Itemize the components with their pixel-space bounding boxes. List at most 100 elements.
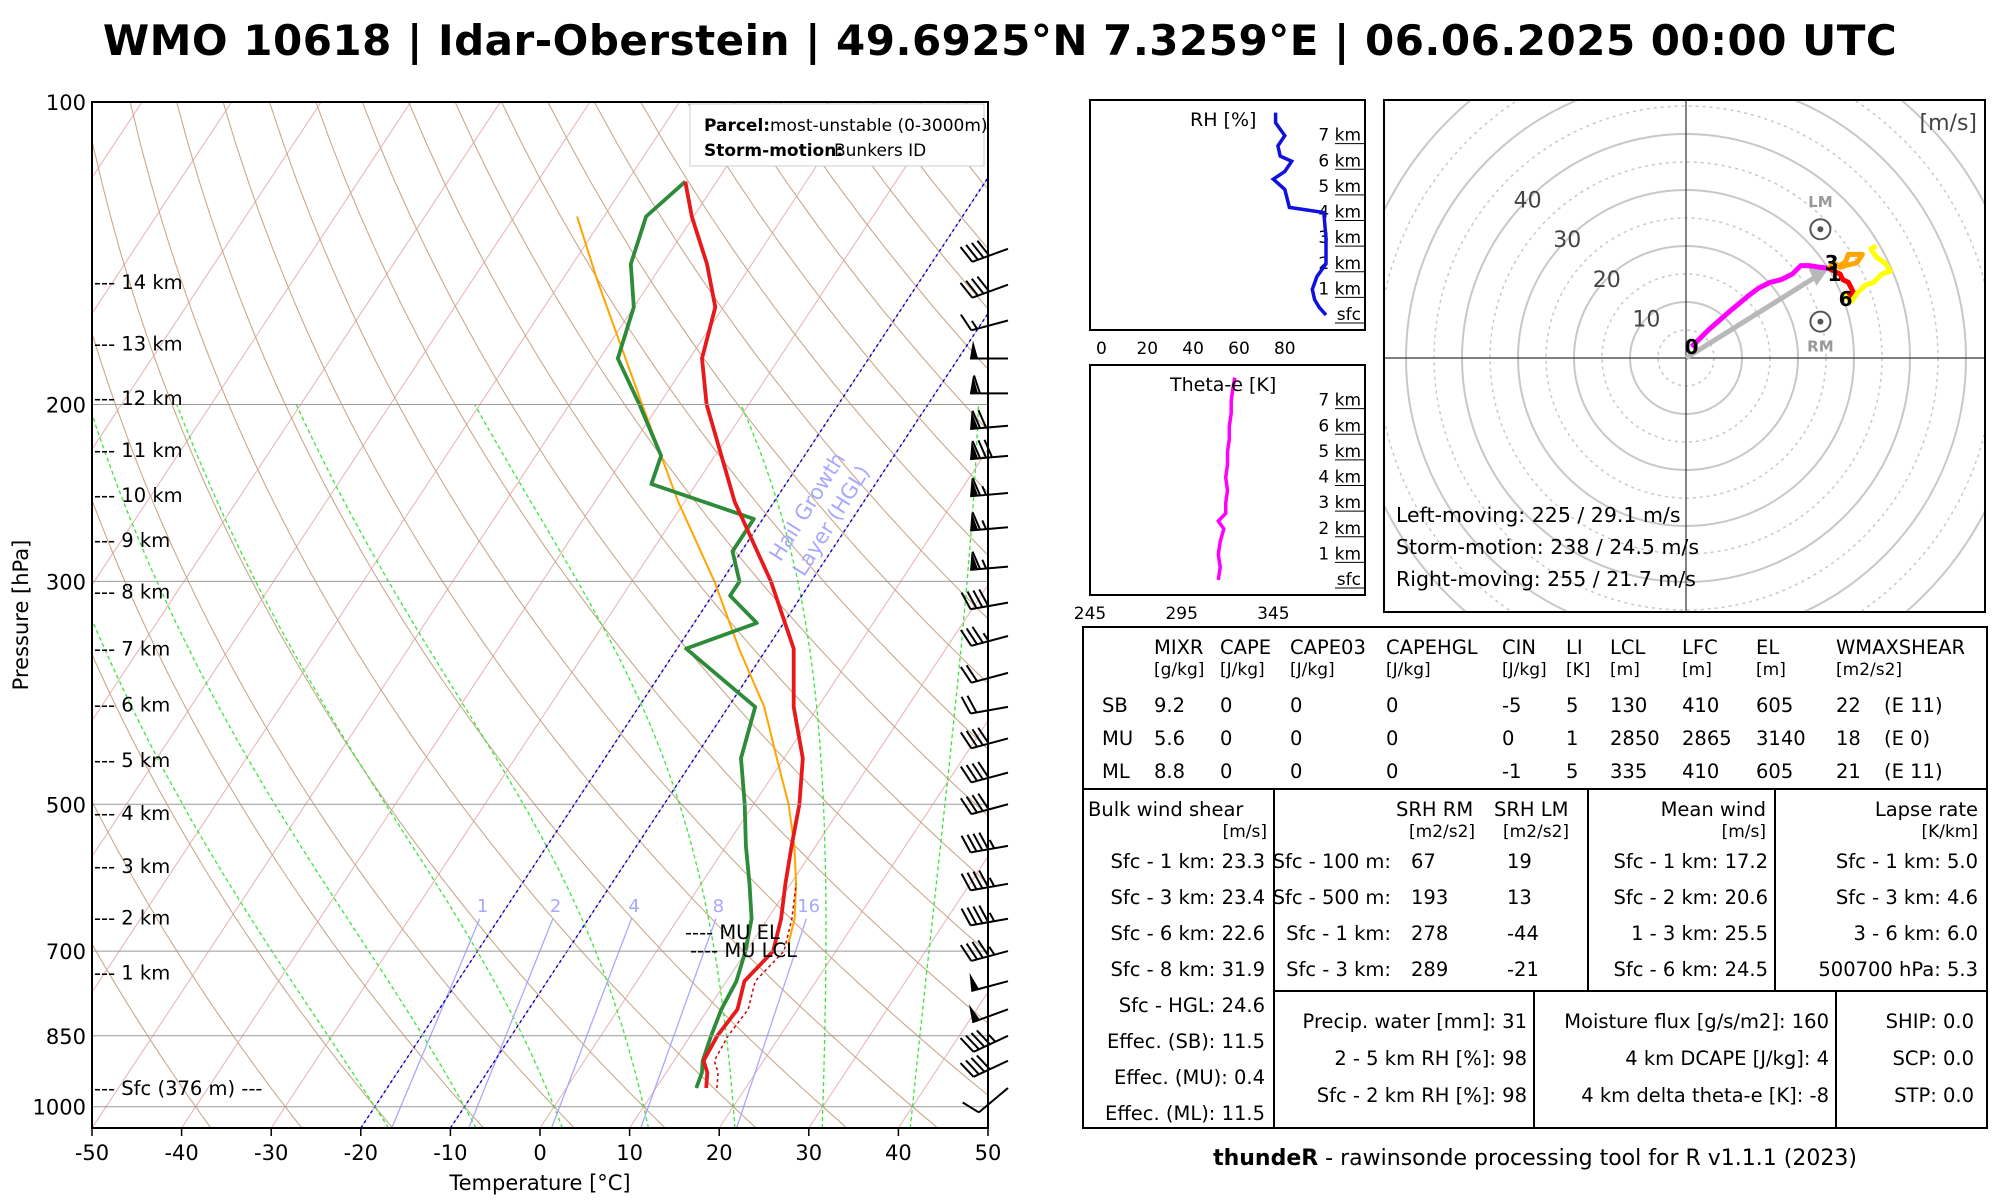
wind-barb-flag [960, 835, 972, 853]
theta-e-profile: 7 km 6 km 5 km 4 km 3 km 2 km 1 km sfc Theta-e [… [1074, 364, 1366, 624]
panel-frame [1089, 364, 1366, 596]
wind-barb-flag [966, 695, 978, 713]
wind-barb-flag [970, 278, 985, 295]
isotherm-line [897, 991, 988, 1128]
wind-barb-flag [978, 870, 990, 888]
hodo-ring-label: 10 [1632, 307, 1660, 332]
wind-barb-flag [966, 834, 978, 852]
dewpoint-profile-line [615, 180, 759, 1089]
index-cell: (E 0) [1884, 727, 1931, 750]
index-unit: [g/kg] [1154, 660, 1205, 680]
index-cell: 410 [1682, 694, 1720, 717]
wind-barb-staff [970, 917, 1009, 927]
height-tick-label: 1 km [1318, 279, 1361, 299]
dry-adiabat-line [825, 102, 988, 310]
temp-tick-label: -20 [344, 1141, 378, 1165]
moist-adiabat-line [909, 404, 980, 1128]
wind-barb-flag [977, 939, 990, 957]
isotherm-line [718, 719, 988, 1128]
height-label: --- 3 km [94, 855, 170, 878]
index-unit: [m] [1756, 660, 1786, 680]
wind-barb-flag [965, 280, 979, 297]
srh-lm-value: -44 [1507, 922, 1539, 945]
dry-adiabat-line [315, 102, 988, 1024]
bulk-shear-row: Sfc - 1 km: 23.3 [1110, 850, 1265, 873]
composite-row: SCP: 0.0 [1892, 1047, 1974, 1070]
dry-adiabat-line [640, 102, 988, 557]
composite-row: SHIP: 0.0 [1885, 1010, 1974, 1033]
height-tick-label: sfc [1337, 305, 1361, 325]
wind-barb [968, 1004, 1009, 1024]
index-cell: 1 [1566, 727, 1579, 750]
parcel-profile-line [576, 216, 798, 946]
wind-barb-staff [970, 526, 1009, 532]
wind-barb-half [988, 839, 996, 849]
bulk-shear-title: Bulk wind shear [1088, 798, 1244, 821]
temperature-profile-line [683, 181, 805, 1089]
index-cell: 5 [1566, 760, 1579, 783]
wind-barb-flag [960, 797, 973, 815]
mixing-ratio-label: 4 [628, 896, 639, 917]
virtual-temperature-line [713, 883, 797, 1089]
wind-barb-flag [962, 1101, 980, 1114]
hodo-legend-text: Left-moving: 225 / 29.1 m/s [1396, 503, 1681, 527]
wind-barb-flag [971, 511, 982, 531]
temp-tick-label: -10 [433, 1141, 467, 1165]
wind-barb-flag [960, 592, 972, 610]
moisture-row: Sfc - 2 km RH [%]: 98 [1316, 1084, 1527, 1107]
theta-e-line [1216, 377, 1237, 581]
index-unit: [m] [1610, 660, 1640, 680]
index-unit: [m2/s2] [1836, 660, 1903, 680]
wind-barb [960, 695, 1009, 715]
srh-rm-value: 193 [1411, 886, 1449, 909]
panel-x-tick-label: 80 [1274, 339, 1296, 359]
panel-x-tick-label: 245 [1074, 604, 1106, 624]
wind-barb-staff [971, 771, 1009, 784]
wind-barb-pennant [968, 1004, 980, 1023]
dry-adiabat-line [779, 102, 988, 371]
dry-adiabat-line [176, 102, 848, 1128]
dry-adiabat-line [593, 102, 988, 620]
dry-adiabat-line [454, 102, 988, 817]
wind-barb-flag [965, 796, 978, 814]
wind-barb-staff [973, 1034, 1009, 1053]
index-cell: -1 [1502, 760, 1522, 783]
wind-barb-flag [970, 1032, 986, 1048]
isotherm-line [987, 1127, 988, 1128]
figure-title: WMO 10618 | Idar-Oberstein | 49.6925°N 7… [102, 16, 1898, 65]
wind-barb-flag [971, 440, 982, 459]
wind-barb [960, 761, 1009, 784]
wind-barb-half [981, 559, 988, 569]
storm-motion-value: Bunkers ID [834, 141, 926, 161]
dry-adiabat-line [92, 942, 212, 1128]
height-tick-label: 4 km [1318, 468, 1361, 488]
wind-barb [970, 340, 1008, 360]
bulk-shear-row: Sfc - 8 km: 31.9 [1110, 958, 1265, 981]
wind-barb [970, 477, 1009, 498]
wind-barb-half [988, 946, 996, 956]
pressure-tick-label: 1000 [33, 1096, 86, 1120]
bulk-shear-unit: [m/s] [1222, 822, 1267, 842]
skewt-plot-area [92, 102, 988, 1128]
wind-barb-half [988, 912, 996, 922]
temp-tick-label: -30 [254, 1141, 288, 1165]
index-cell: 0 [1386, 727, 1399, 750]
srh-row-label: Sfc - 1 km: [1286, 922, 1391, 945]
mean-wind-title: Mean wind [1660, 798, 1766, 821]
index-cell: 0 [1220, 694, 1233, 717]
mean-wind-block: Mean wind [m/s] Sfc - 1 km: 17.2 Sfc - 2 … [1589, 790, 1776, 990]
mixing-ratio-line [640, 918, 717, 1128]
height-label: --- 9 km [94, 529, 170, 552]
wind-barb-staff [971, 247, 1009, 263]
wind-barb-flag [978, 588, 990, 607]
wind-barb [960, 832, 1009, 854]
temp-tick-label: -40 [164, 1141, 198, 1165]
height-tick-label: 2 km [1318, 519, 1361, 539]
wind-barb-flag [972, 590, 984, 608]
index-cell: 0 [1290, 760, 1303, 783]
index-unit: [J/kg] [1502, 660, 1547, 680]
index-cell: 22 [1836, 694, 1861, 717]
dry-adiabat-line [965, 102, 988, 131]
temp-tick-label: 50 [975, 1141, 1002, 1165]
